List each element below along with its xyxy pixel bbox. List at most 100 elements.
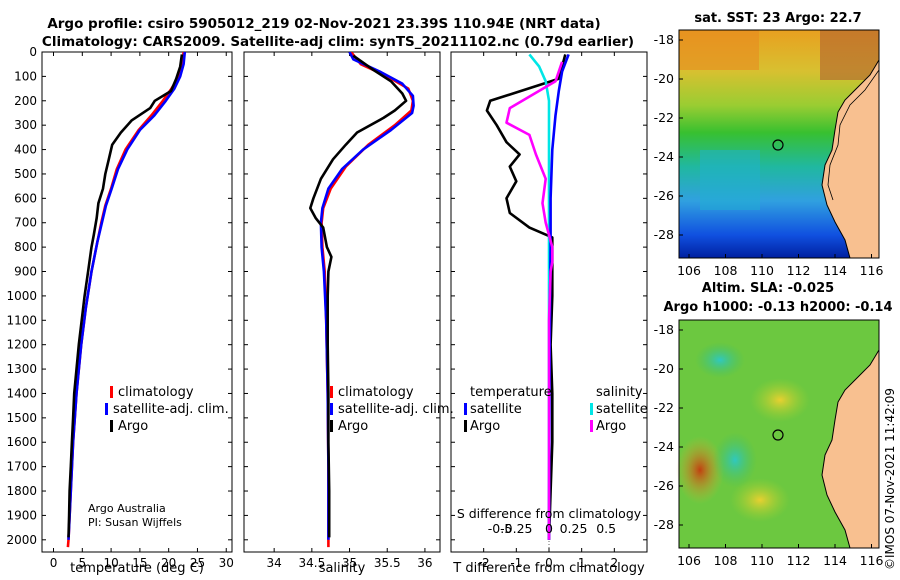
- map-x-tick-label: 112: [787, 553, 811, 568]
- legend-swatch-satellite-adj: [105, 403, 108, 415]
- y-tick-label: 900: [14, 265, 37, 279]
- sla-cyan-anomaly-1: [713, 432, 757, 488]
- top-tick-label: -0.5: [488, 521, 512, 536]
- map-x-tick-label: 116: [860, 553, 884, 568]
- top-tick-label: -0.25: [500, 521, 532, 536]
- legend2-swatch-satellite-adj: [330, 403, 333, 415]
- map-y-tick-label: -26: [654, 188, 674, 203]
- sst-isobath: [827, 69, 880, 201]
- sst-cool-patch: [700, 150, 760, 210]
- salinity-xlabel: salinity: [319, 561, 366, 576]
- y-tick-label: 1000: [6, 289, 37, 303]
- y-tick-label: 400: [14, 143, 37, 157]
- sst-map-frame: [678, 29, 880, 259]
- difference-top-label: S difference from climatology: [457, 506, 642, 521]
- temperature-legend: climatology satellite-adj. clim. Argo Ar…: [88, 385, 229, 529]
- legend3-t-satellite: satellite: [470, 402, 522, 417]
- title-line-2: Climatology: CARS2009. Satellite-adj cli…: [42, 34, 634, 50]
- sla-argo-location-marker: [772, 429, 784, 441]
- watermark: ©IMOS 07-Nov-2021 11:42:09: [883, 388, 897, 570]
- sla-high-anomaly: [676, 436, 724, 504]
- y-tick-label: 1900: [6, 508, 37, 522]
- series-line-temperature-argo: [485, 54, 567, 540]
- legend3-swatch-t-satellite: [464, 403, 467, 415]
- sla-map-frame: [678, 319, 880, 549]
- y-tick-label: 1800: [6, 484, 37, 498]
- difference-xlabel: T difference from climatology: [452, 561, 645, 576]
- difference-panel: -2 -1 0 1 2 T difference from climatology S …: [450, 51, 648, 576]
- legend-argo: Argo: [118, 419, 148, 434]
- x-tick-label: 35.5: [374, 556, 401, 570]
- map-x-tick-label: 114: [823, 263, 847, 278]
- map-x-tick-label: 112: [787, 263, 811, 278]
- difference-legend: temperature satellite Argo salinity sate…: [464, 385, 648, 434]
- salinity-legend: climatology satellite-adj. clim. Argo: [330, 385, 454, 434]
- map-y-tick-label: -22: [654, 110, 674, 125]
- sla-map-title-2: Argo h1000: -0.13 h2000: -0.14: [663, 300, 892, 315]
- y-tick-label: 200: [14, 94, 37, 108]
- sla-map: Altim. SLA: -0.025 Argo h1000: -0.13 h20…: [654, 281, 893, 568]
- x-tick-label: 2: [611, 556, 619, 570]
- series-line-argo: [309, 54, 408, 538]
- y-tick-label: 800: [14, 240, 37, 254]
- legend2-argo: Argo: [338, 419, 368, 434]
- sst-australia-land: [821, 58, 880, 259]
- legend3-swatch-s-satellite: [590, 403, 593, 415]
- y-tick-label: 1100: [6, 313, 37, 327]
- map-y-tick-label: -24: [654, 149, 674, 164]
- top-tick-label: 0.5: [596, 521, 616, 536]
- legend-satellite-adj: satellite-adj. clim.: [113, 402, 229, 417]
- map-y-tick-label: -28: [654, 227, 674, 242]
- map-x-tick-label: 108: [714, 263, 738, 278]
- y-tick-label: 600: [14, 191, 37, 205]
- sla-cyan-anomaly-2: [695, 342, 745, 378]
- series-line-satellite-adj-clim-: [67, 52, 187, 540]
- legend2-climatology: climatology: [338, 385, 414, 400]
- legend3-swatch-t-argo: [464, 420, 467, 432]
- y-tick-label: 1500: [6, 411, 37, 425]
- sst-argo-location-marker: [772, 139, 784, 151]
- map-x-tick-label: 110: [750, 553, 774, 568]
- map-y-tick-label: -24: [654, 439, 674, 454]
- legend3-t-argo: Argo: [470, 419, 500, 434]
- x-tick-label: 0: [545, 556, 553, 570]
- sla-yellow-anomaly-2: [730, 478, 790, 522]
- temperature-panel: 0 5 10 15 20 25 300100200300400500600700800900…: [6, 45, 233, 576]
- map-y-tick-label: -20: [654, 361, 674, 376]
- y-tick-label: 1700: [6, 460, 37, 474]
- legend3-s-argo: Argo: [596, 419, 626, 434]
- y-tick-label: 500: [14, 167, 37, 181]
- legend-swatch-climatology: [110, 386, 113, 398]
- x-tick-label: -2: [478, 556, 490, 570]
- series-line-argo: [67, 54, 184, 538]
- y-tick-label: 2000: [6, 533, 37, 547]
- map-x-tick-label: 116: [860, 263, 884, 278]
- legend2-satellite-adj: satellite-adj. clim.: [338, 402, 454, 417]
- x-tick-label: 10: [103, 556, 118, 570]
- temperature-xlabel: temperature (deg C): [70, 561, 204, 576]
- y-tick-label: 1600: [6, 435, 37, 449]
- x-tick-label: 30: [219, 556, 234, 570]
- legend-climatology: climatology: [118, 385, 194, 400]
- x-tick-label: -1: [510, 556, 522, 570]
- sla-map-title-1: Altim. SLA: -0.025: [702, 281, 834, 296]
- sst-warmest-patch: [820, 30, 879, 80]
- map-x-tick-label: 106: [677, 553, 701, 568]
- top-tick-label: 0: [545, 521, 553, 536]
- x-tick-label: 0: [50, 556, 58, 570]
- legend2-swatch-climatology: [330, 386, 333, 398]
- x-tick-label: 25: [190, 556, 205, 570]
- legend2-swatch-argo: [330, 420, 333, 432]
- map-x-tick-label: 110: [750, 263, 774, 278]
- map-y-tick-label: -18: [654, 322, 674, 337]
- sst-map-title: sat. SST: 23 Argo: 22.7: [694, 11, 861, 26]
- y-tick-label: 700: [14, 216, 37, 230]
- x-tick-label: 15: [132, 556, 147, 570]
- x-tick-label: 20: [161, 556, 176, 570]
- x-tick-label: 35: [342, 556, 357, 570]
- map-x-tick-label: 114: [823, 553, 847, 568]
- salinity-panel: 34 34.5 35 35.5 36 salinity: [243, 51, 441, 576]
- sla-australia-land: [821, 348, 880, 549]
- legend3-salinity-title: salinity: [596, 385, 643, 400]
